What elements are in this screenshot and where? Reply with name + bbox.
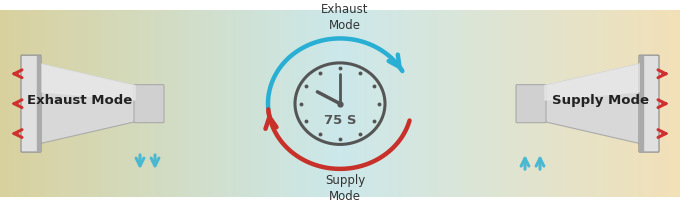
- FancyBboxPatch shape: [639, 56, 659, 152]
- Text: Exhaust Mode: Exhaust Mode: [27, 93, 133, 106]
- Text: Exhaust
Mode: Exhaust Mode: [321, 3, 369, 32]
- Polygon shape: [37, 57, 40, 151]
- FancyBboxPatch shape: [516, 85, 546, 123]
- FancyBboxPatch shape: [21, 56, 41, 152]
- Polygon shape: [640, 57, 643, 151]
- Polygon shape: [545, 64, 640, 101]
- Polygon shape: [40, 64, 135, 101]
- Polygon shape: [40, 64, 135, 144]
- Text: Supply
Mode: Supply Mode: [325, 174, 365, 202]
- Text: 75 S: 75 S: [324, 114, 356, 127]
- Text: Supply Mode: Supply Mode: [551, 93, 649, 106]
- Polygon shape: [545, 64, 640, 144]
- FancyBboxPatch shape: [134, 85, 164, 123]
